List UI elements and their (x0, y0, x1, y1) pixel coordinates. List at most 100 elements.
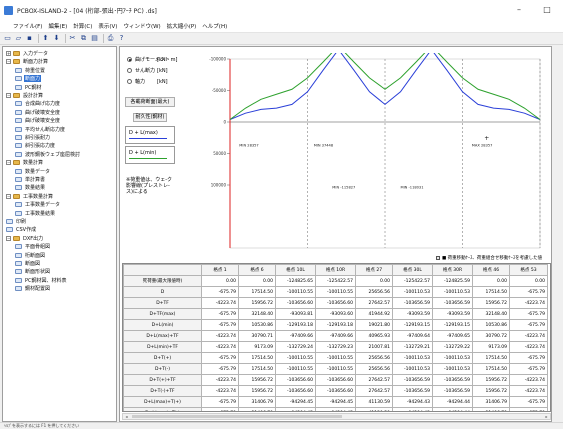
row-header[interactable]: D+TF (123, 297, 202, 309)
table-cell[interactable]: 25656.56 (355, 286, 393, 298)
table-cell[interactable]: 30790.71 (238, 330, 276, 342)
column-header[interactable]: 格点 27 (355, 264, 393, 276)
long-term-button[interactable]: 耐久性(鋼材) (133, 113, 167, 122)
tree-item[interactable]: 荷重位置 (15, 67, 46, 74)
table-cell[interactable]: -103656.59 (392, 385, 433, 397)
tree-item[interactable]: 斜引張応力度 (15, 142, 56, 149)
table-cell[interactable]: -132729.21 (392, 341, 433, 353)
load-case-button[interactable]: 各載荷断面(最大) (125, 97, 175, 107)
table-cell[interactable]: 15956.72 (238, 385, 276, 397)
table-cell[interactable]: -675.79 (201, 308, 239, 320)
new-icon[interactable]: ▭ (4, 34, 11, 42)
table-row[interactable]: D+L(min) -675.79 10530.86 -129193.18 -129193… (123, 319, 548, 331)
table-cell[interactable]: 31406.79 (472, 396, 510, 408)
row-header[interactable]: 死荷重(最大限値時) (123, 275, 202, 287)
table-cell[interactable]: -100110.53 (432, 286, 473, 298)
table-row[interactable]: D+TF(max) -675.79 32148.40 -93093.81 -93093.… (123, 308, 548, 320)
option-moment[interactable]: 曲げモーメント [kN・m] (127, 56, 177, 63)
column-header[interactable] (123, 264, 202, 276)
info-checkbox-icon[interactable] (436, 255, 440, 260)
table-cell[interactable]: -100110.55 (315, 286, 356, 298)
tree-item[interactable]: + 入力データ (6, 50, 49, 57)
table-cell[interactable]: -100110.53 (392, 352, 433, 364)
table-cell[interactable]: -94294.45 (315, 407, 356, 411)
row-header[interactable]: D+L(max)+T(-) (123, 407, 202, 411)
table-cell[interactable]: -100110.53 (432, 352, 473, 364)
table-cell[interactable]: -675.79 (201, 363, 239, 375)
menu-view[interactable]: 表示(V) (98, 24, 118, 30)
row-header[interactable]: D+L(max)+T(+) (123, 396, 202, 408)
table-cell[interactable]: -94294.45 (275, 396, 316, 408)
table-cell[interactable]: 15956.72 (238, 297, 276, 309)
menu-file[interactable]: ファイル(F) (13, 24, 43, 30)
tree-item[interactable]: − 工事数量計算 (6, 193, 54, 200)
table-cell[interactable]: -94294.44 (432, 396, 473, 408)
table-cell[interactable]: -103656.59 (432, 297, 473, 309)
table-cell[interactable]: -103656.59 (392, 374, 433, 386)
table-cell[interactable]: 41130.59 (355, 396, 393, 408)
table-cell[interactable]: -100110.55 (275, 352, 316, 364)
table-cell[interactable]: 15956.72 (472, 385, 510, 397)
table-cell[interactable]: 0.00 (472, 275, 510, 287)
table-cell[interactable]: -100110.53 (432, 363, 473, 375)
column-header[interactable]: 格点 6 (238, 264, 276, 276)
table-row[interactable]: D+L(min)+TF -4223.74 9173.09 -132729.24 -132… (123, 341, 548, 353)
tree-item[interactable]: − 断面力計算 (6, 58, 49, 65)
table-cell[interactable]: -100110.53 (392, 363, 433, 375)
row-header[interactable]: D+L(min) (123, 319, 202, 331)
table-cell[interactable]: 0.00 (238, 275, 276, 287)
table-cell[interactable]: -93093.60 (315, 308, 356, 320)
table-cell[interactable]: 30790.72 (472, 330, 510, 342)
table-cell[interactable]: -129193.15 (392, 319, 433, 331)
copy-icon[interactable]: ⧉ (81, 34, 86, 42)
table-cell[interactable]: -103656.59 (392, 297, 433, 309)
menu-help[interactable]: ヘルプ(H) (202, 24, 228, 30)
column-header[interactable]: 格点 1 (201, 264, 239, 276)
table-cell[interactable]: -97409.64 (392, 330, 433, 342)
row-header[interactable]: D+T(+) (123, 352, 202, 364)
table-cell[interactable]: 9173.09 (472, 341, 510, 353)
tree-item[interactable]: 斜引張耐力 (15, 134, 51, 141)
column-header[interactable]: 格点 10R (315, 264, 356, 276)
table-cell[interactable]: -94294.43 (392, 396, 433, 408)
table-cell[interactable]: 0.00 (509, 275, 548, 287)
radio-shear-icon[interactable] (127, 68, 132, 73)
table-cell[interactable]: 32148.40 (238, 308, 276, 320)
tree-item[interactable]: 曲げ破壊安全度 (15, 109, 61, 116)
table-cell[interactable]: 40965.93 (355, 330, 393, 342)
table-row[interactable]: D+L(max)+T(-)-675.7931406.79-94294.45-94… (123, 407, 548, 411)
table-cell[interactable]: 15956.72 (472, 374, 510, 386)
table-cell[interactable]: 17514.50 (472, 286, 510, 298)
table-cell[interactable]: -94294.43 (392, 407, 433, 411)
tree-item[interactable]: 印刷 (6, 218, 27, 225)
table-cell[interactable]: 21007.81 (355, 341, 393, 353)
table-row[interactable]: D+T(+) -675.79 17514.50 -100110.55 -100110.5… (123, 352, 548, 364)
table-cell[interactable]: -4223.74 (509, 341, 548, 353)
table-cell[interactable]: -100110.55 (275, 286, 316, 298)
table-cell[interactable]: -675.79 (201, 352, 239, 364)
table-cell[interactable]: -132729.22 (432, 341, 473, 353)
table-cell[interactable]: -675.79 (509, 352, 548, 364)
table-cell[interactable]: -103656.60 (315, 297, 356, 309)
table-cell[interactable]: -4223.74 (201, 385, 239, 397)
table-cell[interactable]: -103656.60 (275, 374, 316, 386)
table-cell[interactable]: -103656.59 (432, 385, 473, 397)
table-cell[interactable]: 31406.79 (238, 396, 276, 408)
table-cell[interactable]: -103656.60 (275, 385, 316, 397)
table-cell[interactable]: -129193.15 (432, 319, 473, 331)
table-cell[interactable]: 25656.56 (355, 363, 393, 375)
table-cell[interactable]: 25656.56 (355, 352, 393, 364)
row-header[interactable]: D+L(max)+TF (123, 330, 202, 342)
radio-axial-icon[interactable] (127, 79, 132, 84)
tree-item[interactable]: 断面図 (15, 260, 41, 267)
table-cell[interactable]: -129193.18 (315, 319, 356, 331)
column-header[interactable]: 格点 10L (275, 264, 316, 276)
collapse-icon[interactable]: − (6, 160, 11, 166)
table-cell[interactable]: -97409.65 (432, 330, 473, 342)
table-cell[interactable]: 0.00 (355, 275, 393, 287)
column-header[interactable]: 格点 30L (392, 264, 433, 276)
table-cell[interactable]: -675.79 (509, 363, 548, 375)
collapse-icon[interactable]: − (6, 235, 11, 241)
table-cell[interactable]: -675.79 (509, 319, 548, 331)
collapse-icon[interactable]: − (6, 193, 11, 199)
